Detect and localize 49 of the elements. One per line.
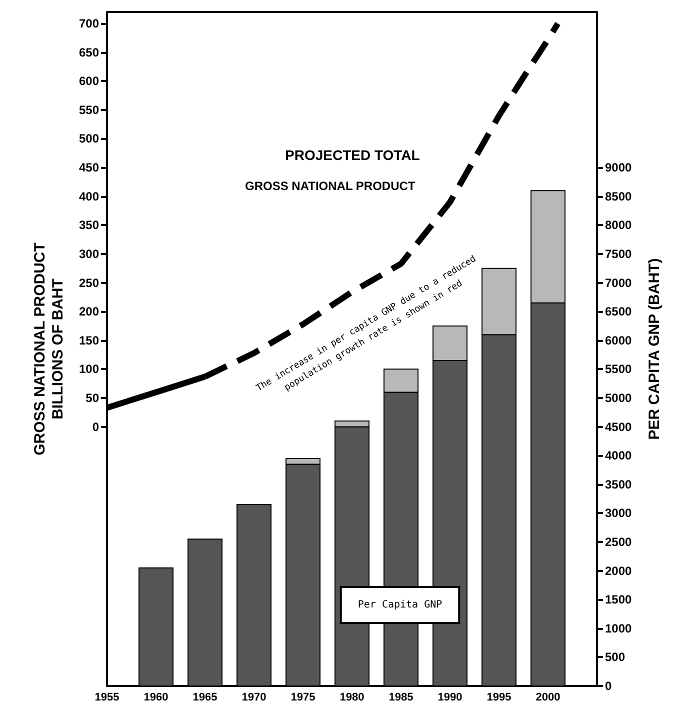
y2-tick-label: 0 — [605, 679, 612, 693]
x-tick-label: 2000 — [536, 692, 560, 704]
y2-tick-label: 1500 — [605, 592, 632, 607]
y2-tick-label: 4500 — [605, 420, 632, 434]
y-tick-label: 0 — [92, 420, 100, 434]
y-axis-title: GROSS NATIONAL PRODUCT BILLIONS OF BAHT — [32, 242, 66, 456]
y2-tick-label: 9000 — [605, 160, 632, 175]
x-tick-label: 1990 — [438, 692, 462, 704]
y2-tick-label: 6500 — [605, 304, 632, 319]
x-tick-label: 1980 — [340, 692, 364, 704]
y-tick-label: 50 — [86, 390, 100, 405]
y2-tick-label: 4000 — [605, 448, 632, 463]
y-tick-label: 600 — [78, 74, 100, 88]
y2-tick-label: 2000 — [605, 564, 632, 578]
x-tick-label: 1995 — [486, 692, 512, 704]
y2-tick-label: 3000 — [605, 506, 632, 520]
y2-tick-label: 1000 — [605, 621, 632, 636]
y-tick-label: 150 — [78, 333, 100, 348]
y-tick-label: 550 — [78, 102, 100, 117]
y2-tick-label: 2500 — [605, 534, 632, 549]
x-tick-label: 1975 — [290, 692, 316, 704]
x-tick-label: 1960 — [144, 692, 168, 704]
annotation: Per Capita GNP — [358, 600, 442, 610]
y2-tick-label: 7500 — [605, 246, 632, 261]
y2-tick-label: 5500 — [605, 362, 632, 376]
y2-tick-label: 8500 — [605, 189, 632, 204]
y2-tick-label: 500 — [605, 650, 626, 664]
y-tick-label: 500 — [78, 132, 100, 146]
y-tick-label: 400 — [78, 189, 100, 204]
y-tick-label: 200 — [78, 304, 100, 319]
annotation: PROJECTED TOTAL — [285, 147, 420, 163]
y2-tick-label: 3500 — [605, 477, 632, 492]
x-tick-label: 1965 — [192, 692, 218, 704]
x-tick-label: 1985 — [388, 692, 414, 704]
y-tick-label: 350 — [78, 218, 100, 232]
annotation: GROSS NATIONAL PRODUCT — [245, 179, 416, 193]
y2-axis-title: PER CAPITA GNP (BAHT) — [646, 258, 663, 440]
x-tick-label: 1970 — [242, 692, 266, 704]
y-tick-label: 250 — [78, 276, 100, 290]
x-tick-label: 1955 — [94, 692, 120, 704]
y-tick-label: 650 — [78, 45, 100, 60]
y2-tick-label: 8000 — [605, 218, 632, 232]
y2-tick-label: 7000 — [605, 276, 632, 290]
y2-tick-label: 5000 — [605, 390, 632, 405]
y-tick-label: 300 — [78, 246, 100, 261]
y-tick-label: 450 — [78, 160, 100, 175]
y-tick-label: 700 — [78, 16, 100, 31]
y2-tick-label: 6000 — [605, 333, 632, 348]
y-tick-label: 100 — [78, 362, 100, 376]
